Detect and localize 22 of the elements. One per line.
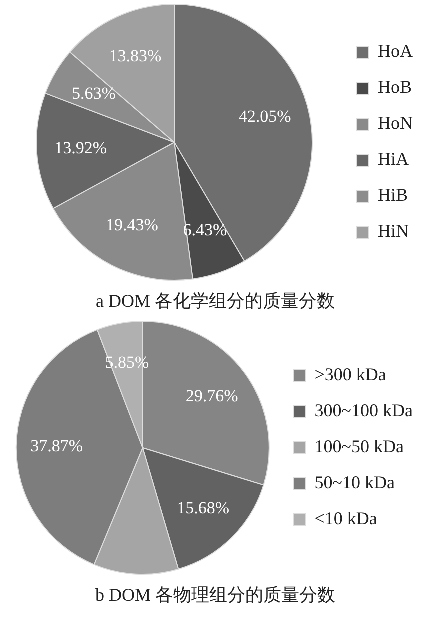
- legend-label: HiN: [378, 221, 409, 242]
- legend-label: 100~50 kDa: [314, 436, 404, 457]
- legend-label: HiA: [378, 149, 409, 170]
- legend-label: >300 kDa: [314, 364, 386, 385]
- data-label: 15.68%: [177, 498, 230, 518]
- data-label: 5.85%: [105, 352, 150, 372]
- legend-label: HiB: [378, 185, 408, 206]
- text: b DOM 各物理组分的质量分数: [94, 584, 336, 607]
- legend-label: HoB: [378, 77, 412, 98]
- data-label: 42.05%: [238, 107, 292, 126]
- text: a DOM 各化学组分的质量分数: [95, 290, 336, 313]
- data-label: 5.63%: [72, 84, 116, 103]
- data-label: 19.43%: [106, 216, 158, 235]
- data-label: 13.92%: [54, 138, 108, 158]
- legend-label: 300~100 kDa: [314, 400, 414, 421]
- data-label: 29.76%: [186, 386, 238, 406]
- legend-label: HoN: [378, 113, 413, 134]
- legend-label: 50~10 kDa: [314, 472, 396, 493]
- data-label: 37.87%: [30, 436, 84, 456]
- data-label: 13.83%: [109, 46, 162, 66]
- legend-label: <10 kDa: [314, 508, 378, 529]
- legend-label: HoA: [378, 41, 413, 62]
